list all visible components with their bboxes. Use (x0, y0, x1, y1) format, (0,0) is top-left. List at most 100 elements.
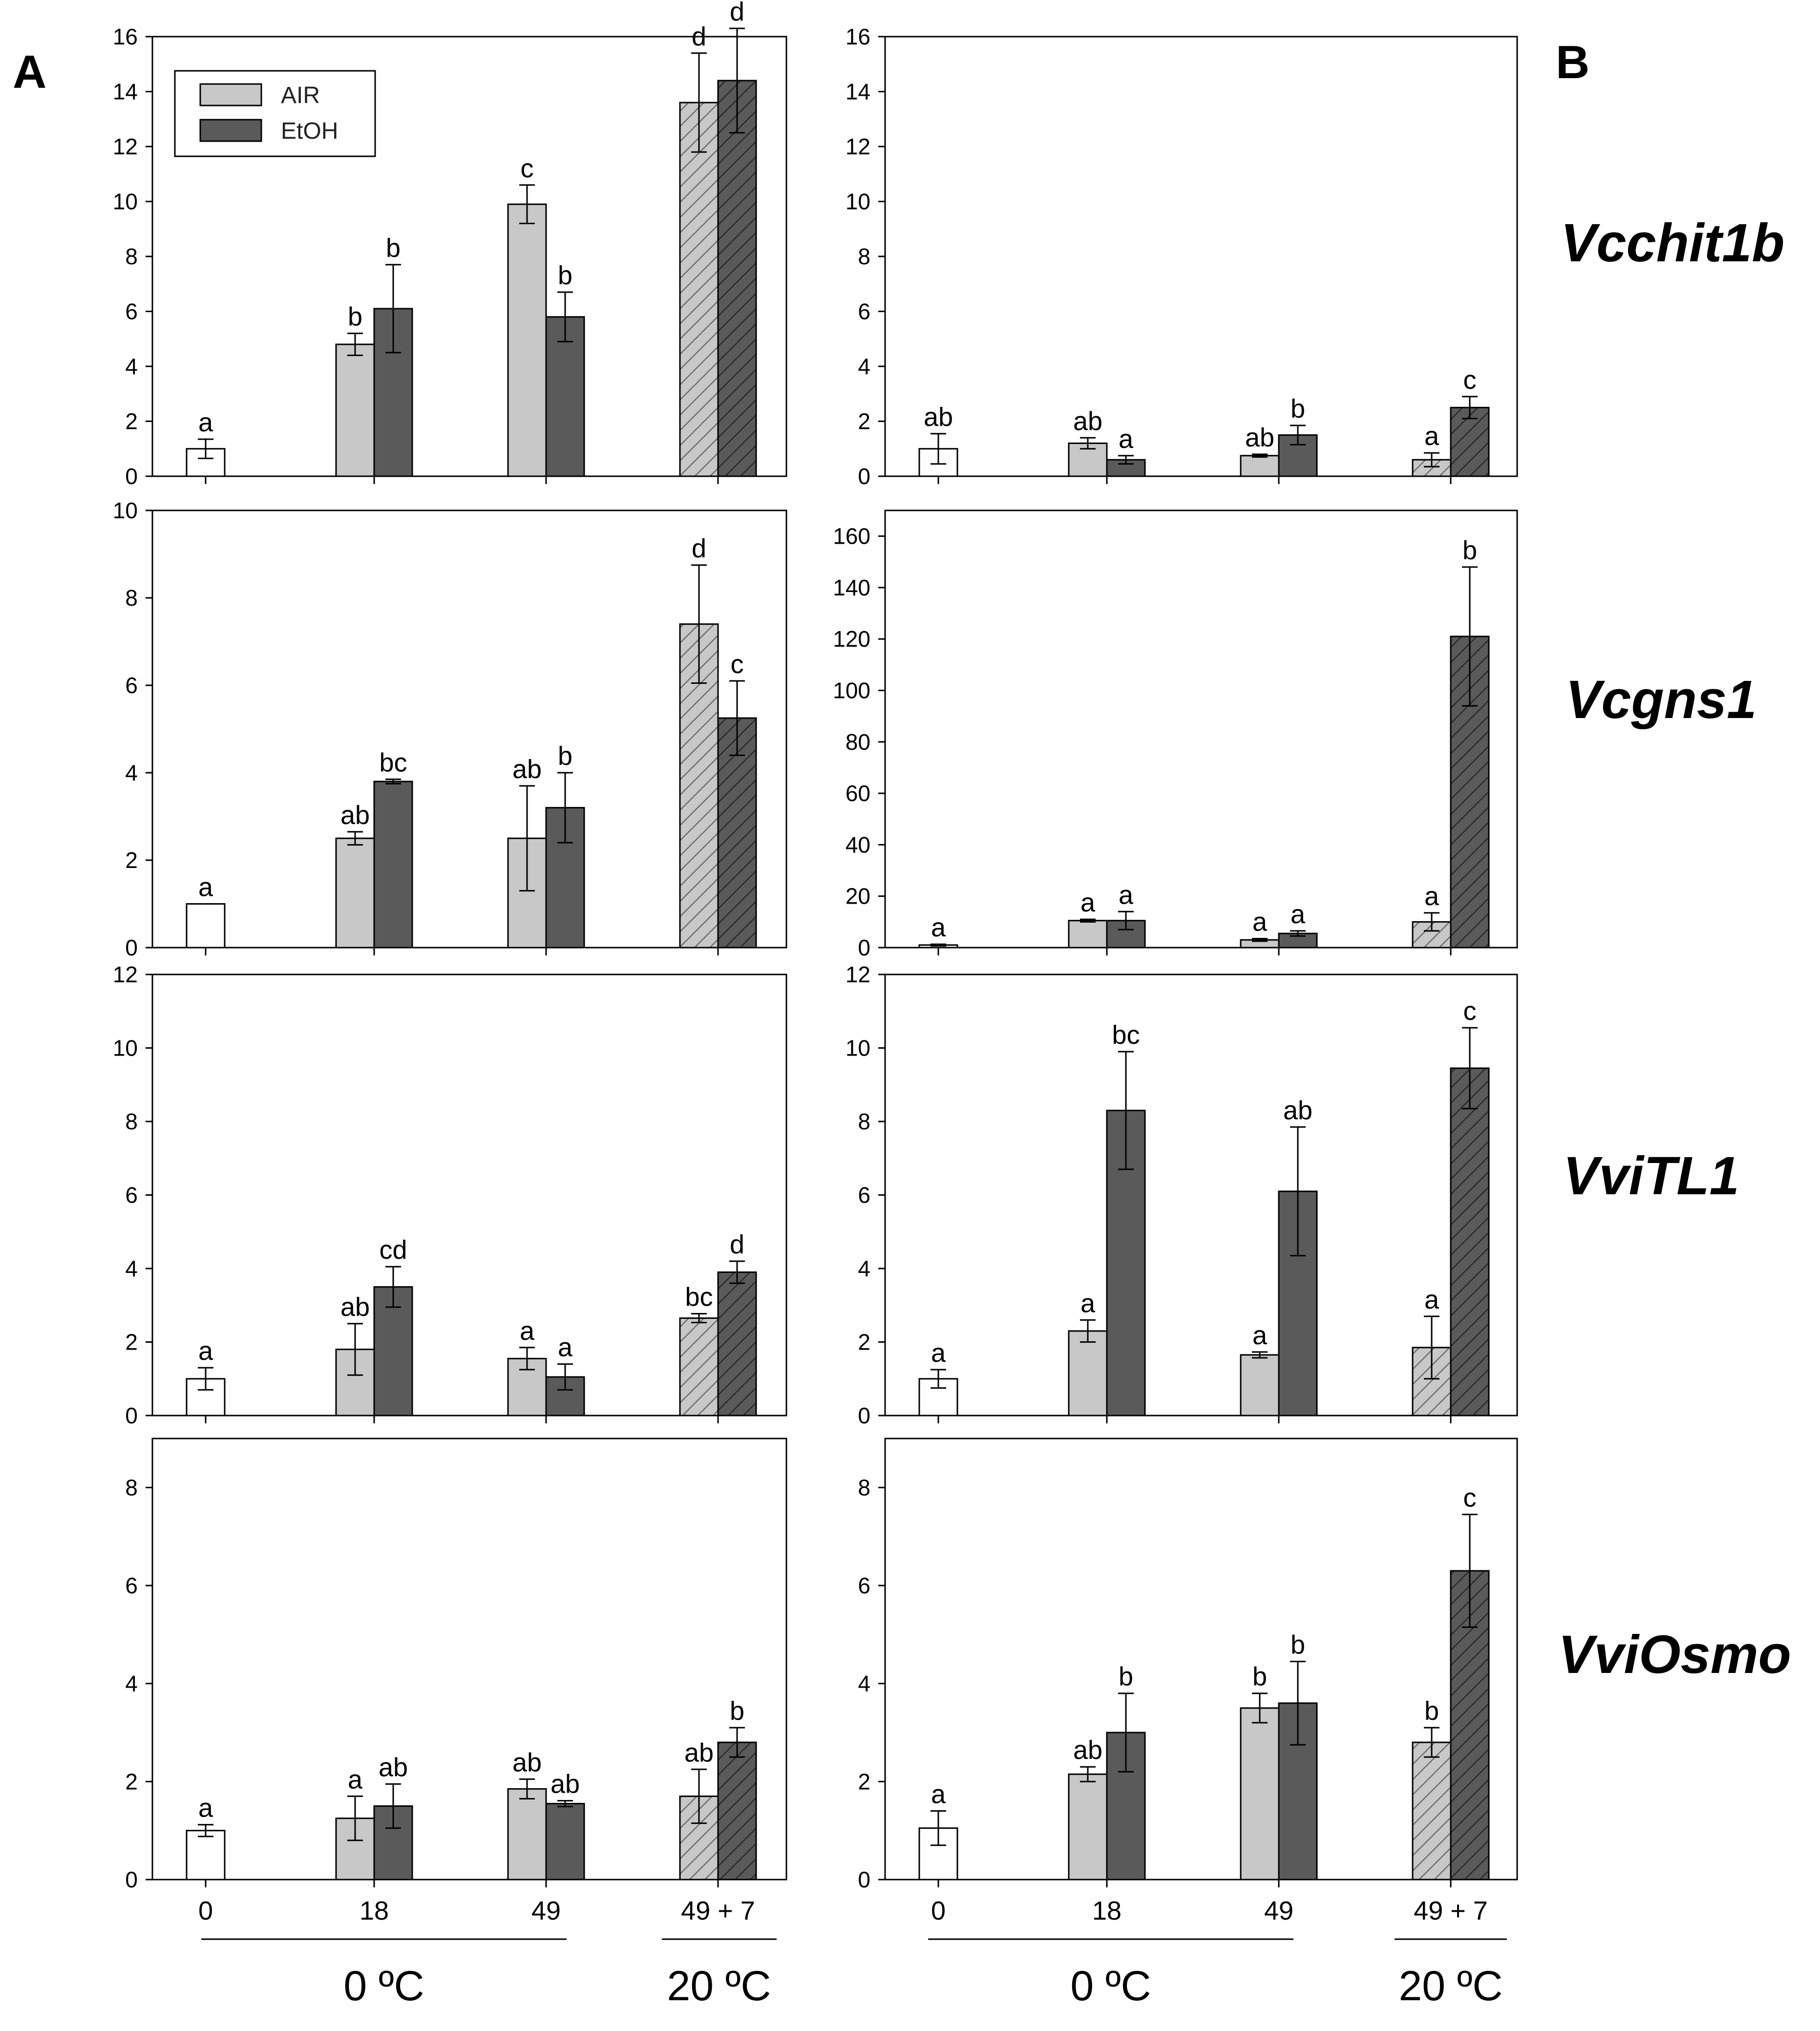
significance-label: a (198, 1336, 213, 1366)
y-tick-label: 10 (846, 1036, 870, 1061)
legend-swatch-etoh (199, 119, 262, 142)
y-tick-label: 2 (125, 409, 138, 434)
significance-label: b (386, 233, 401, 263)
bar-control (186, 1830, 226, 1881)
plot-frame (884, 509, 1518, 949)
bar-control (186, 903, 226, 949)
y-tick-label: 4 (125, 354, 138, 379)
significance-label: bc (379, 748, 407, 777)
temp-label-20c-a: 20 ºC (667, 1963, 771, 2010)
significance-label: bc (685, 1283, 713, 1312)
y-tick-label: 2 (858, 1769, 870, 1794)
significance-label: b (558, 261, 572, 290)
significance-label: b (348, 302, 362, 332)
legend: AIR EtOH (174, 70, 376, 157)
bar-etoh (545, 316, 585, 477)
x-tick-label: 49 + 7 (1414, 1896, 1488, 1925)
significance-label: a (1119, 880, 1134, 910)
y-tick-label: 8 (125, 585, 138, 611)
gene-label-vvitl1: VviTL1 (1563, 1146, 1739, 1206)
y-tick-label: 2 (125, 1769, 138, 1794)
bar-air (1068, 1330, 1108, 1417)
y-tick-label: 12 (846, 134, 870, 159)
bar-air (1068, 1773, 1108, 1881)
significance-label: a (1252, 1321, 1268, 1350)
gene-label-vviosmo: VviOsmo (1558, 1625, 1791, 1685)
y-tick-label: 6 (858, 1183, 870, 1208)
significance-label: a (1424, 422, 1439, 451)
temp-label-0c-a: 0 ºC (343, 1963, 424, 2010)
significance-label: a (1080, 888, 1096, 917)
significance-label: d (692, 534, 706, 563)
y-tick-label: 0 (125, 935, 138, 960)
significance-label: a (1424, 1285, 1439, 1314)
significance-label: a (1252, 908, 1268, 937)
bar-air (507, 203, 547, 477)
significance-label: bc (1112, 1020, 1140, 1050)
significance-label: a (931, 1338, 946, 1368)
significance-label: b (1462, 536, 1477, 565)
legend-label-air: AIR (281, 83, 320, 108)
bar-etoh (1106, 1109, 1146, 1417)
significance-label: ab (512, 1748, 542, 1777)
significance-label: c (1463, 365, 1477, 395)
y-tick-label: 4 (125, 1256, 138, 1281)
significance-label: a (931, 913, 946, 942)
significance-label: a (1119, 424, 1134, 454)
significance-label: b (1252, 1662, 1267, 1692)
significance-label: a (348, 1765, 363, 1794)
y-tick-label: 0 (858, 935, 870, 960)
significance-label: a (1291, 900, 1306, 929)
y-tick-label: 0 (125, 1867, 138, 1892)
y-tick-label: 6 (125, 1183, 138, 1208)
y-tick-label: 160 (833, 524, 870, 549)
y-tick-label: 6 (125, 1573, 138, 1598)
y-tick-label: 6 (125, 673, 138, 698)
significance-label: ab (512, 755, 542, 784)
y-tick-label: 8 (858, 1109, 870, 1134)
x-tick-label: 49 + 7 (681, 1896, 755, 1925)
gene-label-vcchit1b: Vcchit1b (1561, 213, 1784, 273)
y-tick-label: 2 (858, 1330, 870, 1355)
bar-etoh (1106, 920, 1146, 949)
x-tick-label: 0 (931, 1896, 946, 1925)
temp-label-20c-b: 20 ºC (1398, 1963, 1503, 2010)
y-tick-label: 4 (858, 354, 870, 379)
x-tick-label: 0 (198, 1896, 213, 1925)
bar-air (335, 837, 375, 949)
significance-label: ab (379, 1753, 408, 1782)
y-tick-label: 6 (858, 1573, 870, 1598)
y-tick-label: 14 (113, 79, 138, 105)
significance-label: a (520, 1316, 535, 1346)
bar-air (1240, 1707, 1280, 1881)
significance-label: a (198, 1794, 213, 1823)
significance-label: ab (340, 801, 370, 830)
panel-label-b: B (1556, 36, 1589, 88)
significance-label: ab (684, 1738, 714, 1767)
bar-etoh (1450, 1067, 1490, 1417)
significance-label: ab (1073, 406, 1102, 436)
y-tick-label: 140 (833, 575, 870, 600)
significance-label: cd (379, 1235, 407, 1265)
legend-label-etoh: EtOH (281, 118, 338, 144)
bar-air (1068, 920, 1108, 949)
y-tick-label: 8 (858, 1475, 870, 1500)
legend-swatch-air (199, 83, 262, 106)
significance-label: b (1119, 1662, 1133, 1692)
bar-air (679, 1317, 719, 1417)
chart-panel: 0 2 4 6 8 10 12 a a bc a ab a c (846, 962, 1518, 1428)
bar-air (507, 1788, 547, 1881)
bar-air (1240, 1354, 1280, 1417)
bar-air (1412, 921, 1452, 949)
bar-etoh (717, 1741, 757, 1881)
bar-air (1240, 455, 1280, 477)
y-tick-label: 2 (125, 847, 138, 873)
y-tick-label: 0 (858, 1867, 870, 1892)
y-tick-label: 16 (113, 24, 138, 49)
bar-etoh (373, 781, 413, 949)
bar-etoh (373, 1286, 413, 1417)
significance-label: c (1463, 996, 1477, 1026)
y-tick-label: 12 (846, 962, 870, 987)
